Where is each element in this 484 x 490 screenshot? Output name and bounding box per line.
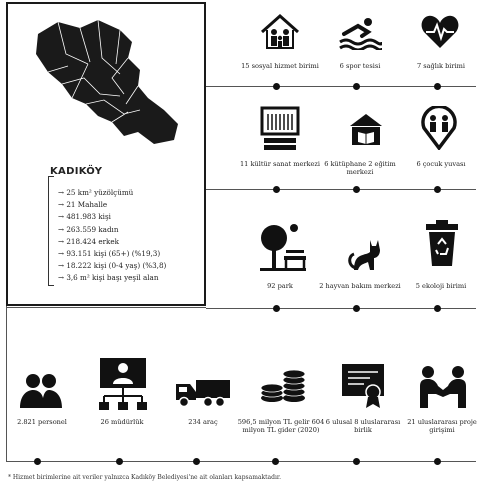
- library-icon: [350, 114, 382, 145]
- timeline-dot: [273, 186, 280, 193]
- connector-line: [6, 461, 476, 462]
- timeline-dot: [353, 458, 360, 465]
- fact-item: 263.559 kadın: [58, 224, 166, 236]
- stat-label: 92 park: [267, 282, 293, 290]
- timeline-dot: [34, 458, 41, 465]
- facts-bracket: [48, 176, 54, 286]
- recycle-bin-icon: [426, 220, 458, 266]
- fact-item: 3,6 m² kişi başı yeşil alan: [58, 272, 166, 284]
- fact-item: 25 km² yüzölçümü: [58, 187, 166, 199]
- coins-icon: [260, 369, 306, 402]
- timeline-dot: [273, 83, 280, 90]
- stat-label: 21 uluslararası proje girişimi: [407, 418, 477, 434]
- truck-icon: [176, 380, 230, 408]
- fact-item: 18.222 kişi (0-4 yaş) (%3,8): [58, 260, 166, 272]
- timeline-dot: [353, 186, 360, 193]
- connector-line: [206, 308, 476, 309]
- stat-label: 2 hayvan bakım merkezi: [319, 282, 401, 290]
- timeline-dot: [353, 305, 360, 312]
- timeline-dot: [193, 458, 200, 465]
- timeline-dot: [434, 83, 441, 90]
- stat-label: 6 spor tesisi: [339, 62, 381, 70]
- stat-label: 7 sağlık birimi: [416, 62, 466, 70]
- timeline-dot: [434, 305, 441, 312]
- swimmer-icon: [339, 18, 382, 50]
- connector-line: [6, 306, 7, 462]
- timeline-dot: [434, 458, 441, 465]
- stat-label: 234 araç: [188, 418, 218, 426]
- timeline-dot: [273, 305, 280, 312]
- fact-item: 21 Mahalle: [58, 199, 166, 211]
- timeline-dot: [116, 458, 123, 465]
- timeline-dot: [272, 458, 279, 465]
- timeline-dot: [434, 186, 441, 193]
- cat-icon: [348, 240, 380, 270]
- stat-label: 6 çocuk yuvası: [416, 160, 466, 168]
- district-title: KADIKÖY: [50, 166, 103, 177]
- park-icon: [260, 224, 306, 271]
- kadikoy-map: [36, 19, 178, 144]
- handshake-icon: [420, 366, 466, 408]
- fact-item: 218.424 erkek: [58, 236, 166, 248]
- stat-label: 6 ulusal 8 uluslararası birlik: [325, 418, 401, 434]
- stat-label: 6 kütüphane 2 eğitim merkezi: [324, 160, 396, 176]
- connector-line: [206, 86, 476, 87]
- certificate-icon: [342, 364, 384, 408]
- fact-item: 481.983 kişi: [58, 211, 166, 223]
- stat-label: 11 kültür sanat merkezi: [239, 160, 320, 168]
- stat-label: 26 müdürlük: [100, 418, 144, 426]
- heartbeat-icon: [421, 15, 459, 48]
- stat-label: 15 sosyal hizmet birimi: [241, 62, 319, 70]
- district-facts: 25 km² yüzölçümü 21 Mahalle 481.983 kişi…: [58, 187, 166, 285]
- stat-label: 2.821 personel: [17, 418, 67, 426]
- staff-icon: [20, 374, 62, 408]
- footnote: * Hizmet birimlerine ait veriler yalnızc…: [8, 474, 281, 481]
- family-house-icon: [261, 13, 299, 49]
- fact-item: 93.151 kişi (65+) (%19,3): [58, 248, 166, 260]
- child-location-icon: [421, 106, 457, 150]
- connector-line: [206, 189, 476, 190]
- stat-label: 5 ekoloji birimi: [415, 282, 467, 290]
- timeline-dot: [353, 83, 360, 90]
- stat-label: 596,5 milyon TL gelir 604 milyon TL gide…: [237, 418, 325, 434]
- cinema-icon: [260, 106, 300, 150]
- connector-line: [6, 307, 206, 308]
- org-chart-icon: [99, 358, 147, 410]
